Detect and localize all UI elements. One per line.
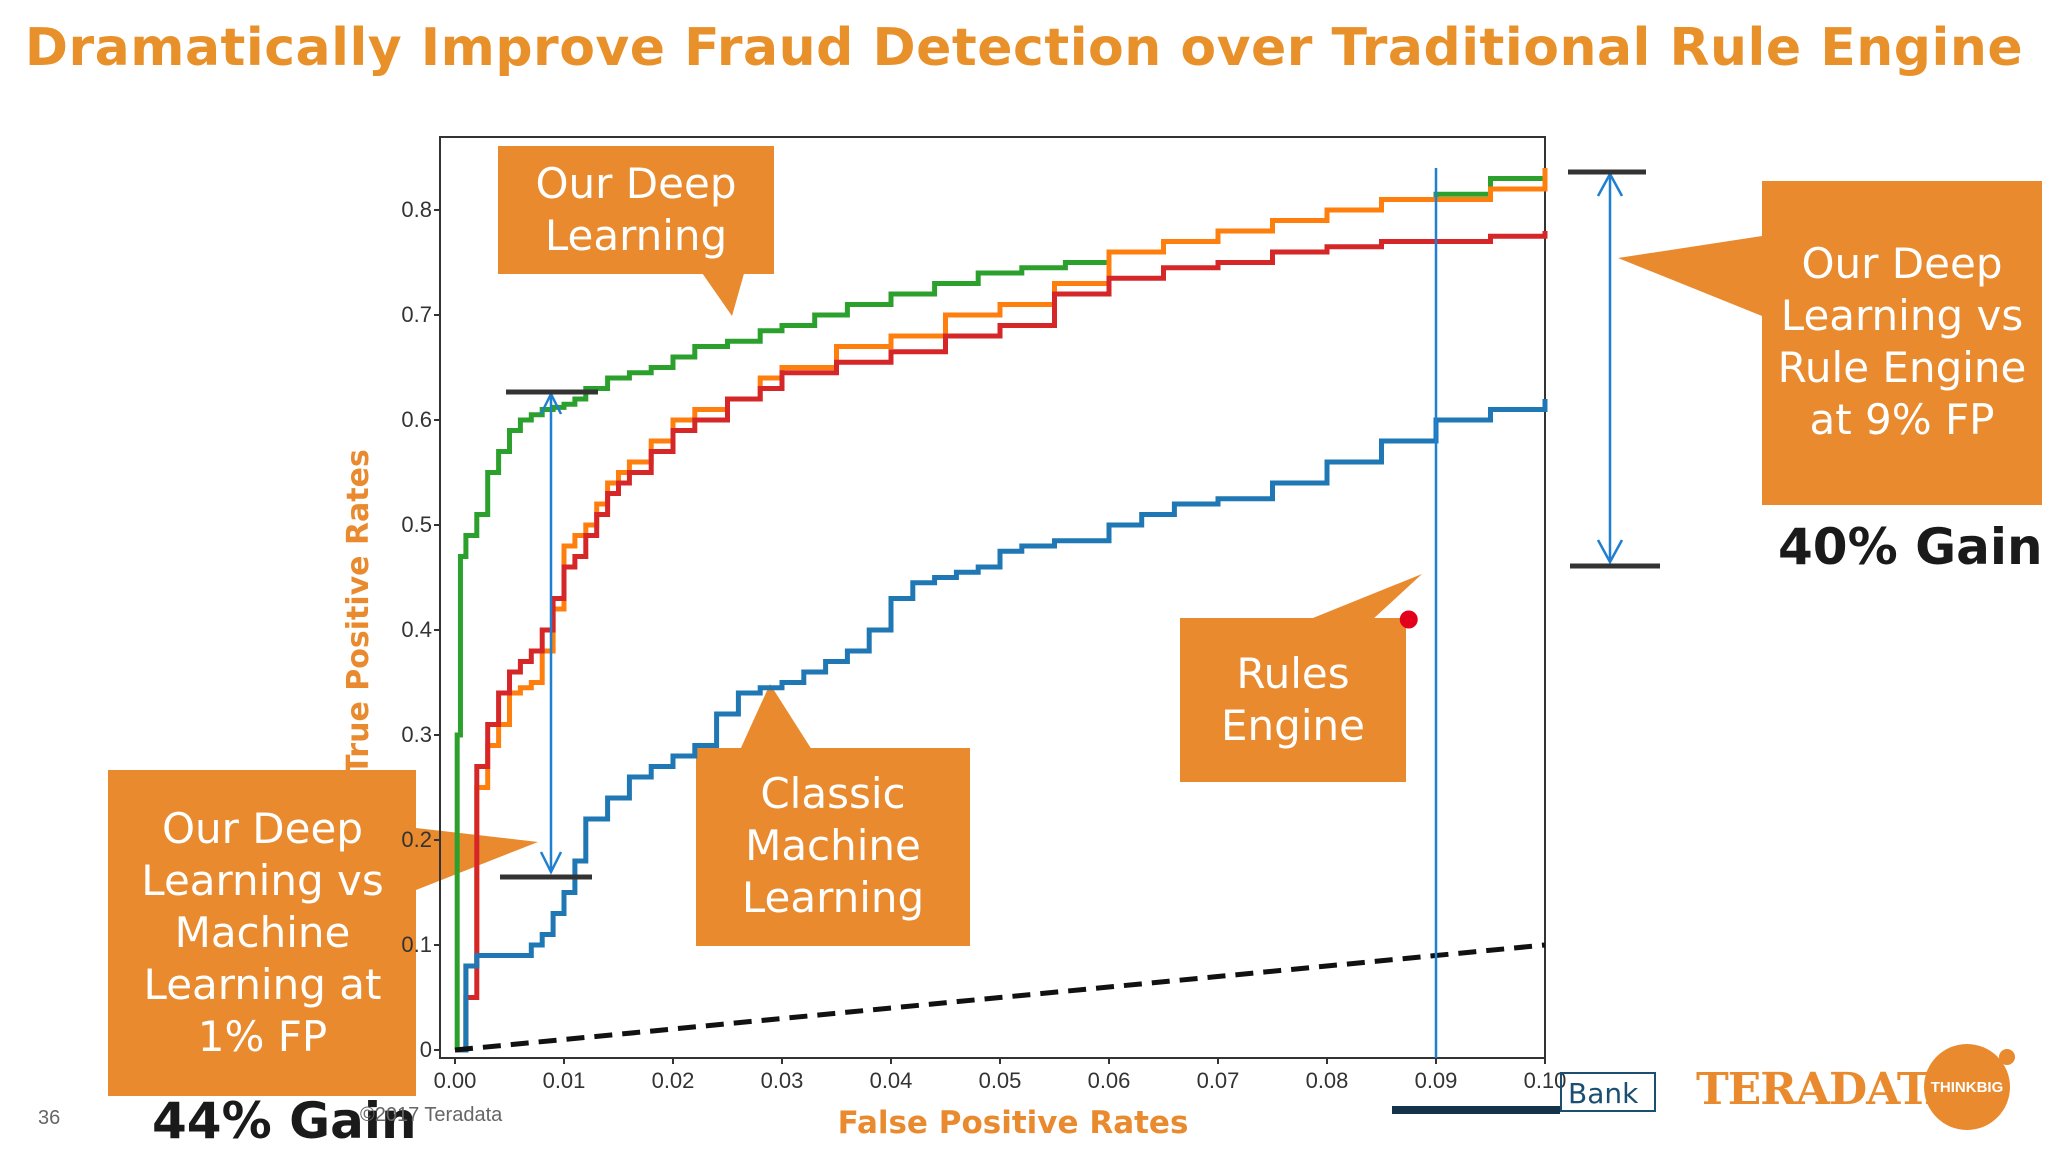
callout-shape-1 xyxy=(700,270,745,316)
x-tick-label: 0.09 xyxy=(1415,1068,1458,1093)
gain-right-label: 40% Gain xyxy=(1778,518,2043,576)
x-tick-label: 0.05 xyxy=(979,1068,1022,1093)
callout-shape-4 xyxy=(108,770,416,1096)
plot-area: 0 0.1 0.2 0.3 0.4 0.5 0.6 0.7 0.8 0.00 0.01 0.02 0.0… xyxy=(401,136,1567,1093)
x-axis-label: False Positive Rates xyxy=(838,1105,1189,1141)
x-tick-label: 0.08 xyxy=(1306,1068,1349,1093)
gain-right-arrow-head-bottom xyxy=(1596,539,1624,565)
y-tick-label: 0.4 xyxy=(401,617,432,642)
callout-dl-vs-rules: Our Deep Learning vs Rule Engine at 9% F… xyxy=(1777,239,2027,444)
callout-shape-9 xyxy=(1308,574,1422,620)
gain-left-label: 44% Gain xyxy=(152,1092,417,1150)
y-tick-label: 0.8 xyxy=(401,197,432,222)
x-tick-label: 0.00 xyxy=(434,1068,477,1093)
y-tick-label: 0.2 xyxy=(401,827,432,852)
copyright-text: ©2017 Teradata xyxy=(360,1104,503,1126)
series-line-4 xyxy=(454,942,1546,1053)
callout-shape-6 xyxy=(696,748,970,946)
callout-shape-2 xyxy=(1762,181,2042,505)
callout-dl-vs-ml: Our Deep Learning vs Machine Learning at… xyxy=(141,804,384,1061)
callout-classic-ml: Classic Machine Learning xyxy=(741,769,925,922)
callout-shape-8 xyxy=(1180,618,1406,782)
y-tick-label: 0.7 xyxy=(401,302,432,327)
bank-logo: Bank xyxy=(1560,1072,1656,1112)
thinkbig-logo: THINKBIG xyxy=(1924,1044,2010,1130)
y-tick-label: 0 xyxy=(420,1037,432,1062)
gain-left-arrow-head-bottom xyxy=(539,851,563,875)
page-number: 36 xyxy=(38,1107,61,1129)
annotations xyxy=(500,168,1660,1114)
y-tick-label: 0.1 xyxy=(401,932,432,957)
y-tick-label: 0.6 xyxy=(401,407,432,432)
callout-rules-engine: Rules Engine xyxy=(1221,649,1365,750)
series-line-3 xyxy=(455,399,1548,1053)
x-tick-label: 0.06 xyxy=(1088,1068,1131,1093)
x-tick-label: 0.01 xyxy=(543,1068,586,1093)
y-tick-label: 0.5 xyxy=(401,512,432,537)
callout-shapes xyxy=(108,146,2042,1096)
thinkbig-dot-icon xyxy=(1999,1049,2015,1065)
x-tick-label: 0.04 xyxy=(870,1068,913,1093)
y-tick-label: 0.3 xyxy=(401,722,432,747)
slide-title: Dramatically Improve Fraud Detection ove… xyxy=(24,18,2024,78)
x-tick-label: 0.02 xyxy=(652,1068,695,1093)
callout-shape-0 xyxy=(498,146,774,274)
x-tick-label: 0.10 xyxy=(1524,1068,1567,1093)
series-line-2 xyxy=(455,231,1548,1053)
footer-bar xyxy=(1392,1106,1560,1114)
x-tick-label: 0.03 xyxy=(761,1068,804,1093)
callout-shape-7 xyxy=(740,684,812,750)
plot-frame xyxy=(439,136,1546,1059)
callout-shape-3 xyxy=(1618,236,1762,316)
x-tick-label: 0.07 xyxy=(1197,1068,1240,1093)
callout-deep-learning: Our Deep Learning xyxy=(535,159,737,260)
rules-engine-point xyxy=(1399,610,1418,629)
y-axis-label: True Positive Rates xyxy=(341,449,376,775)
